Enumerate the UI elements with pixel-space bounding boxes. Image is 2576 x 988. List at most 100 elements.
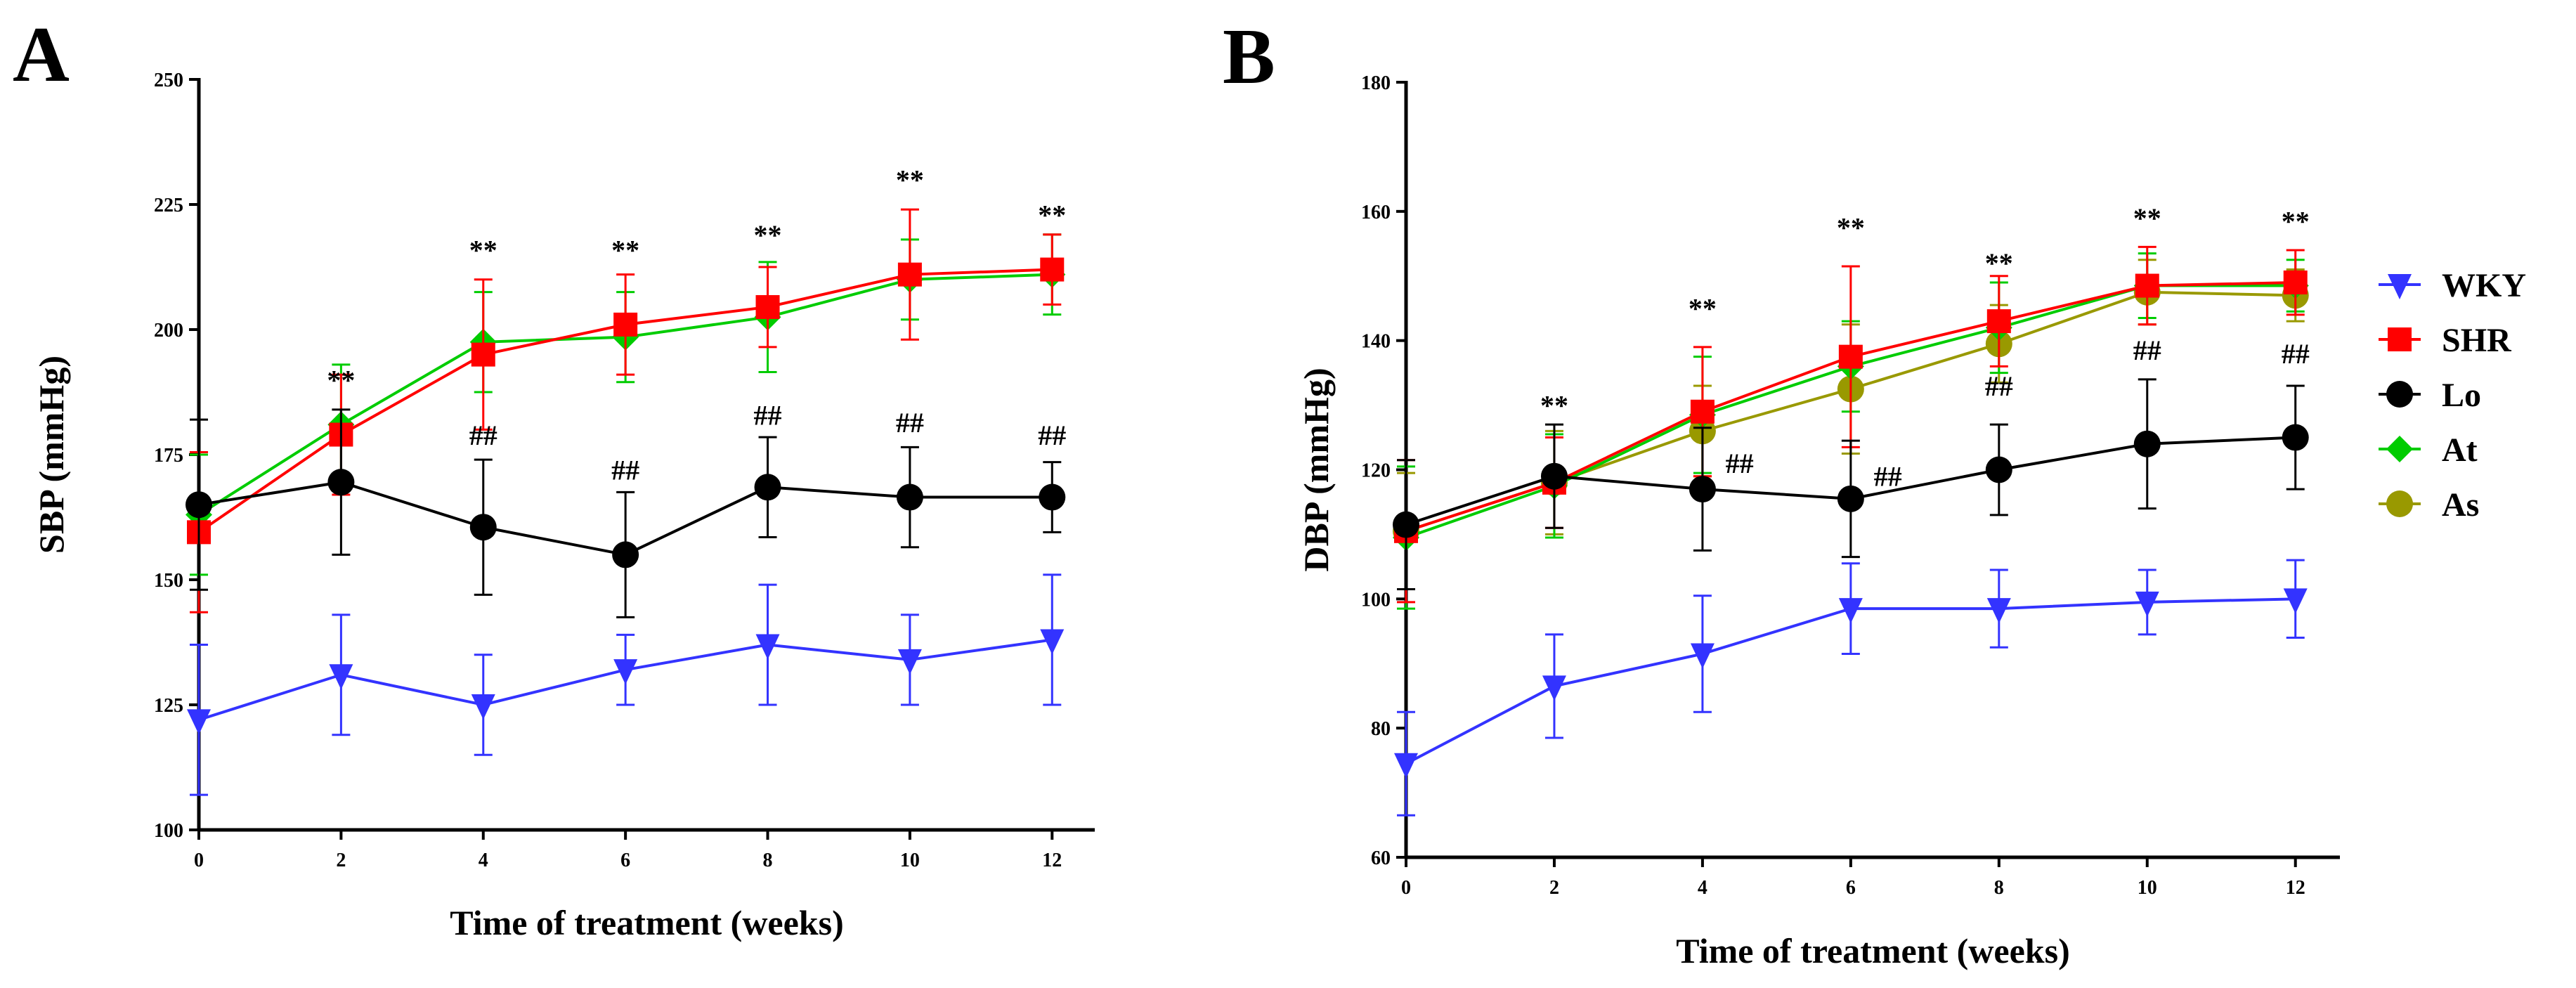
- data-point: [2135, 273, 2159, 298]
- legend-item-at: At: [2379, 431, 2478, 469]
- legend: WKY SHR Lo At As: [2379, 267, 2526, 524]
- legend-marker: [2388, 274, 2412, 299]
- y-tick-label: 120: [1361, 460, 1391, 482]
- y-tick-label: 60: [1371, 847, 1391, 869]
- panel-a: A 100 125 150 175 200 225 250 0 2 4 6 8 10 12 Time of t…: [13, 11, 1095, 942]
- significance-marker: **: [754, 219, 782, 251]
- y-tick-label: 200: [154, 320, 183, 342]
- data-point: [469, 514, 497, 541]
- data-point: [754, 474, 781, 501]
- significance-marker: **: [2282, 205, 2310, 237]
- hash-marker: ##: [896, 407, 924, 438]
- panel-letter: B: [1223, 13, 1275, 100]
- legend-item-wky: WKY: [2379, 267, 2526, 304]
- data-point: [1040, 629, 1065, 655]
- y-axis-title: DBP (mmHg): [1296, 368, 1336, 571]
- x-tick-label: 8: [763, 850, 773, 871]
- data-point: [187, 709, 211, 735]
- legend-marker: [2386, 490, 2413, 517]
- legend-marker: [2388, 327, 2412, 351]
- legend-label: SHR: [2442, 322, 2512, 359]
- data-point: [1689, 476, 1716, 503]
- x-tick-label: 4: [479, 850, 488, 871]
- y-tick-label: 180: [1361, 72, 1391, 94]
- data-point: [755, 634, 780, 660]
- data-point: [186, 491, 212, 519]
- data-point: [613, 312, 638, 337]
- hash-marker: ##: [469, 420, 497, 451]
- x-axis-title: Time of treatment (weeks): [1676, 931, 2069, 970]
- panel-letter: A: [13, 11, 70, 98]
- legend-label: As: [2442, 486, 2479, 524]
- x-tick-label: 0: [1401, 877, 1411, 899]
- data-point: [897, 262, 922, 287]
- x-tick-label: 0: [194, 850, 204, 871]
- data-point: [2133, 430, 2161, 457]
- data-point: [755, 294, 780, 319]
- x-tick-label: 10: [900, 850, 920, 871]
- data-point: [471, 342, 495, 367]
- data-point: [1838, 598, 1863, 624]
- y-tick-label: 225: [154, 195, 183, 216]
- legend-label: WKY: [2442, 267, 2526, 304]
- x-tick-label: 10: [2138, 877, 2157, 899]
- x-tick-label: 2: [1549, 877, 1559, 899]
- legend-label: At: [2442, 431, 2478, 469]
- data-point: [1986, 309, 2011, 334]
- y-tick-label: 140: [1361, 331, 1391, 353]
- data-point: [329, 664, 353, 690]
- series-lo: [186, 408, 1066, 618]
- data-point: [471, 694, 495, 720]
- significance-marker: **: [1689, 292, 1717, 324]
- data-point: [1690, 643, 1715, 669]
- significance-marker: **: [1985, 247, 2013, 279]
- x-tick-label: 6: [1846, 877, 1856, 899]
- hash-marker: ##: [2133, 334, 2161, 366]
- y-tick-label: 125: [154, 695, 183, 717]
- significance-marker: **: [611, 234, 639, 266]
- hash-marker: ##: [1726, 448, 1754, 479]
- y-tick-label: 80: [1371, 718, 1391, 740]
- hash-marker: ##: [754, 399, 782, 431]
- data-point: [1542, 675, 1566, 701]
- x-tick-label: 12: [1042, 850, 1062, 871]
- y-axis-title: SBP (mmHg): [32, 356, 71, 554]
- significance-marker: **: [1837, 212, 1865, 244]
- y-tick-label: 160: [1361, 202, 1391, 223]
- hash-marker: ##: [1985, 370, 2013, 402]
- data-point: [1394, 753, 1418, 779]
- data-point: [1837, 485, 1864, 512]
- data-point: [1040, 257, 1065, 282]
- x-axis-title: Time of treatment (weeks): [450, 903, 843, 942]
- legend-label: Lo: [2442, 377, 2481, 414]
- y-tick-label: 150: [154, 570, 183, 592]
- panel-b: B 60 80 100 120 140 160 180 0 2 4 6 8 10 12 Time of tre…: [1223, 13, 2340, 970]
- data-point: [896, 483, 923, 511]
- data-point: [1540, 462, 1568, 490]
- data-point: [1039, 483, 1066, 511]
- data-point: [1838, 344, 1863, 369]
- x-tick-label: 2: [336, 850, 346, 871]
- hash-marker: ##: [2282, 338, 2310, 370]
- data-point: [2283, 588, 2308, 614]
- significance-marker: **: [469, 234, 497, 266]
- series-wky: [187, 573, 1065, 796]
- y-tick-label: 250: [154, 70, 183, 91]
- data-point: [2282, 424, 2309, 451]
- data-point: [1690, 399, 1715, 424]
- x-tick-label: 6: [620, 850, 630, 871]
- hash-marker: ##: [611, 455, 639, 486]
- data-point: [2135, 591, 2159, 617]
- hash-marker: ##: [1874, 460, 1902, 492]
- series-wky: [1394, 559, 2308, 817]
- legend-marker: [2386, 381, 2413, 408]
- data-point: [613, 659, 638, 685]
- hash-marker: ##: [1038, 420, 1066, 451]
- data-point: [2283, 270, 2308, 294]
- x-tick-label: 8: [1994, 877, 2004, 899]
- data-point: [1986, 598, 2011, 624]
- significance-marker: **: [2133, 202, 2161, 234]
- significance-marker: **: [1038, 199, 1066, 230]
